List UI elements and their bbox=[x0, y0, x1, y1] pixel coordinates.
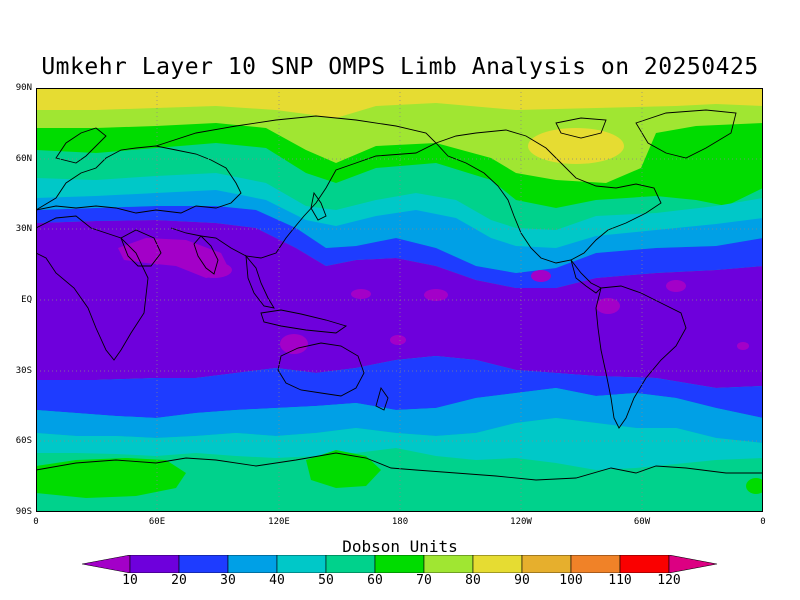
colorbar-segment bbox=[276, 555, 327, 573]
lon-label-60w: 60W bbox=[633, 517, 651, 527]
band-10-20-blob-2 bbox=[196, 262, 232, 278]
colorbar-segment bbox=[178, 555, 229, 573]
colorbar-tick-label: 50 bbox=[318, 573, 334, 588]
coastlines bbox=[36, 109, 763, 481]
colorbar-segment bbox=[570, 555, 621, 573]
lon-label-60e: 60E bbox=[148, 517, 166, 527]
band-70-80-south-blob-1 bbox=[36, 458, 186, 498]
band-90-100-arctic-blob bbox=[528, 128, 624, 164]
colorbar-tick-label: 10 bbox=[122, 573, 138, 588]
lat-label-60s: 60S bbox=[15, 436, 32, 446]
gridlines bbox=[36, 88, 763, 512]
lat-label-90s: 90S bbox=[15, 507, 32, 517]
band-10-20-blob-10 bbox=[737, 342, 749, 350]
band-40-50-south bbox=[36, 388, 763, 443]
lon-label-180: 180 bbox=[391, 517, 409, 527]
lat-label-30s: 30S bbox=[15, 366, 32, 376]
band-40-50-north bbox=[36, 190, 763, 273]
ozone-map-svg bbox=[36, 88, 763, 512]
colorbar-segment bbox=[325, 555, 376, 573]
band-50-60-south bbox=[36, 418, 763, 470]
lat-label-30n: 30N bbox=[15, 224, 32, 234]
band-70-80-south-blob-3 bbox=[746, 478, 763, 494]
colorbar-tick-label: 70 bbox=[416, 573, 432, 588]
colorbar-tick-label: 80 bbox=[465, 573, 481, 588]
colorbar-tick-label: 60 bbox=[367, 573, 383, 588]
colorbar bbox=[82, 555, 718, 573]
band-70-80-south-blob-2 bbox=[306, 450, 381, 488]
colorbar-tick-label: 20 bbox=[171, 573, 187, 588]
band-10-20-blob-3 bbox=[280, 334, 308, 354]
colorbar-segment bbox=[227, 555, 278, 573]
band-10-20-blob-5 bbox=[424, 289, 448, 301]
lon-label-120e: 120E bbox=[268, 517, 290, 527]
band-10-20-blob-8 bbox=[666, 280, 686, 292]
ozone-map bbox=[36, 88, 763, 512]
map-border bbox=[36, 88, 763, 512]
lon-label-0-east: 0 bbox=[760, 517, 766, 527]
colorbar-tick-label: 90 bbox=[514, 573, 530, 588]
colorbar-segment bbox=[472, 555, 523, 573]
colorbar-tick-label: 40 bbox=[269, 573, 285, 588]
band-10-20-blob-7 bbox=[596, 298, 620, 314]
colorbar-segment bbox=[129, 555, 180, 573]
colorbar-segment-low bbox=[82, 555, 131, 573]
lon-label-0-west: 0 bbox=[33, 517, 39, 527]
band-10-20-blob-6 bbox=[531, 270, 551, 282]
colorbar-segment bbox=[423, 555, 474, 573]
lat-label-eq: EQ bbox=[21, 295, 32, 305]
band-30-40-south bbox=[36, 356, 763, 418]
colorbar-segment bbox=[374, 555, 425, 573]
colorbar-title: Dobson Units bbox=[342, 537, 458, 556]
colorbar-segment bbox=[521, 555, 572, 573]
colorbar-tick-label: 30 bbox=[220, 573, 236, 588]
lat-label-90n: 90N bbox=[15, 83, 32, 93]
band-30-40-north bbox=[36, 206, 763, 288]
lat-label-60n: 60N bbox=[15, 154, 32, 164]
band-10-20-blob-9 bbox=[390, 335, 406, 345]
map-title: Umkehr Layer 10 SNP OMPS Limb Analysis o… bbox=[41, 54, 759, 80]
colorbar-tick-label: 100 bbox=[559, 573, 583, 588]
lon-label-120w: 120W bbox=[510, 517, 532, 527]
colorbar-segment bbox=[619, 555, 670, 573]
colorbar-segment-high bbox=[668, 555, 718, 573]
colorbar-tick-label: 120 bbox=[657, 573, 681, 588]
band-10-20-blob-4 bbox=[351, 289, 371, 299]
band-90-100-north bbox=[36, 88, 763, 118]
colorbar-tick-label: 110 bbox=[608, 573, 632, 588]
